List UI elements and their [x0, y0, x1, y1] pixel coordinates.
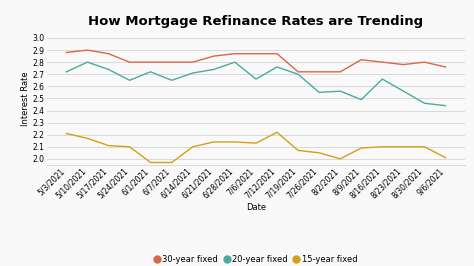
20-year fixed	[64, 70, 69, 73]
20-year fixed	[295, 73, 301, 76]
30-year fixed	[274, 52, 280, 55]
20-year fixed	[84, 61, 90, 64]
30-year fixed	[316, 70, 322, 73]
15-year fixed	[422, 145, 428, 148]
15-year fixed	[295, 149, 301, 152]
30-year fixed	[401, 63, 406, 66]
30-year fixed	[211, 55, 217, 58]
15-year fixed	[127, 145, 132, 148]
15-year fixed	[443, 156, 448, 159]
20-year fixed	[401, 90, 406, 93]
Line: 30-year fixed: 30-year fixed	[66, 50, 446, 72]
15-year fixed	[316, 151, 322, 155]
20-year fixed	[148, 70, 154, 73]
20-year fixed	[127, 79, 132, 82]
15-year fixed	[337, 157, 343, 160]
15-year fixed	[232, 140, 238, 144]
20-year fixed	[422, 102, 428, 105]
30-year fixed	[127, 61, 132, 64]
15-year fixed	[358, 146, 364, 149]
Y-axis label: Interest Rate: Interest Rate	[21, 71, 30, 126]
Legend: 30-year fixed, 20-year fixed, 15-year fixed: 30-year fixed, 20-year fixed, 15-year fi…	[151, 252, 361, 266]
30-year fixed	[169, 61, 174, 64]
20-year fixed	[253, 77, 259, 81]
Title: How Mortgage Refinance Rates are Trending: How Mortgage Refinance Rates are Trendin…	[88, 15, 424, 28]
20-year fixed	[358, 98, 364, 101]
30-year fixed	[190, 61, 196, 64]
30-year fixed	[64, 51, 69, 54]
30-year fixed	[337, 70, 343, 73]
30-year fixed	[295, 70, 301, 73]
30-year fixed	[443, 65, 448, 69]
20-year fixed	[380, 77, 385, 81]
30-year fixed	[358, 58, 364, 61]
Line: 20-year fixed: 20-year fixed	[66, 62, 446, 106]
15-year fixed	[64, 132, 69, 135]
15-year fixed	[190, 145, 196, 148]
15-year fixed	[253, 142, 259, 145]
30-year fixed	[422, 61, 428, 64]
20-year fixed	[106, 68, 111, 71]
20-year fixed	[316, 91, 322, 94]
30-year fixed	[84, 48, 90, 52]
30-year fixed	[148, 61, 154, 64]
30-year fixed	[232, 52, 238, 55]
15-year fixed	[169, 161, 174, 164]
X-axis label: Date: Date	[246, 203, 266, 212]
15-year fixed	[211, 140, 217, 144]
30-year fixed	[106, 52, 111, 55]
20-year fixed	[169, 79, 174, 82]
20-year fixed	[232, 61, 238, 64]
15-year fixed	[106, 144, 111, 147]
20-year fixed	[337, 90, 343, 93]
20-year fixed	[443, 104, 448, 107]
15-year fixed	[84, 137, 90, 140]
15-year fixed	[148, 161, 154, 164]
30-year fixed	[253, 52, 259, 55]
20-year fixed	[274, 65, 280, 69]
20-year fixed	[211, 68, 217, 71]
30-year fixed	[380, 61, 385, 64]
15-year fixed	[380, 145, 385, 148]
15-year fixed	[401, 145, 406, 148]
Line: 15-year fixed: 15-year fixed	[66, 132, 446, 163]
20-year fixed	[190, 72, 196, 75]
15-year fixed	[274, 131, 280, 134]
